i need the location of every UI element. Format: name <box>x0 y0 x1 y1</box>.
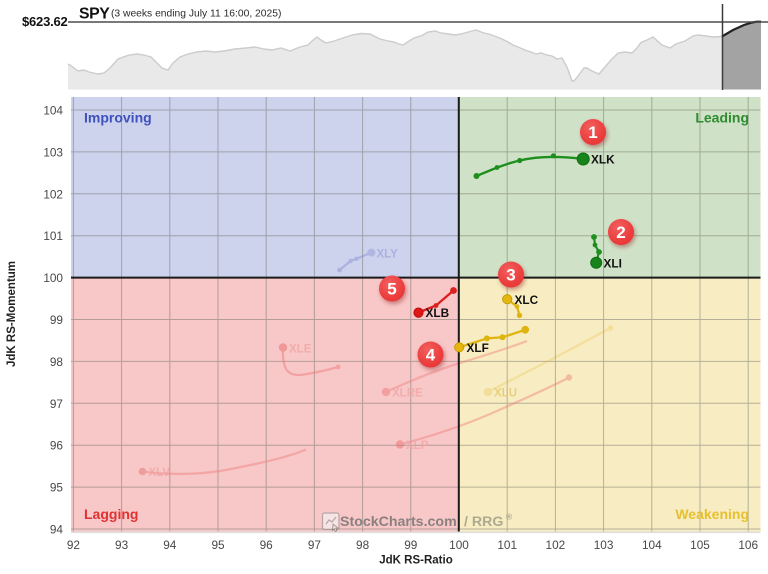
svg-text:XLP: XLP <box>406 440 429 452</box>
svg-text:100: 100 <box>43 271 63 285</box>
svg-text:/ RRG: / RRG <box>464 514 503 530</box>
svg-text:101: 101 <box>497 538 517 552</box>
svg-text:XLC: XLC <box>515 293 539 307</box>
svg-text:104: 104 <box>43 104 63 118</box>
svg-text:98: 98 <box>356 538 370 552</box>
svg-text:92: 92 <box>67 538 80 552</box>
svg-text:JdK RS-Ratio: JdK RS-Ratio <box>379 555 452 567</box>
svg-text:104: 104 <box>642 538 662 552</box>
svg-text:Improving: Improving <box>84 110 152 126</box>
svg-text:95: 95 <box>50 481 64 495</box>
svg-text:XLU: XLU <box>494 388 517 400</box>
svg-text:102: 102 <box>43 187 63 201</box>
svg-text:102: 102 <box>546 538 566 552</box>
svg-text:2: 2 <box>616 223 625 242</box>
svg-text:97: 97 <box>308 538 321 552</box>
svg-text:5: 5 <box>387 279 396 298</box>
svg-text:94: 94 <box>50 523 64 537</box>
svg-text:97: 97 <box>50 397 63 411</box>
svg-text:93: 93 <box>115 538 129 552</box>
svg-text:XLY: XLY <box>377 249 399 261</box>
svg-text:100: 100 <box>449 538 469 552</box>
svg-text:$623.62: $623.62 <box>22 14 68 29</box>
svg-text:XLE: XLE <box>289 344 312 356</box>
svg-text:®: ® <box>506 512 513 522</box>
svg-text:Leading: Leading <box>695 110 749 126</box>
svg-text:(3 weeks ending July 11 16:00,: (3 weeks ending July 11 16:00, 2025) <box>111 9 281 20</box>
svg-text:StockCharts.com: StockCharts.com <box>340 514 457 530</box>
svg-text:96: 96 <box>50 439 64 453</box>
svg-text:103: 103 <box>43 145 63 159</box>
svg-text:3: 3 <box>506 265 515 284</box>
svg-text:98: 98 <box>50 355 64 369</box>
svg-text:96: 96 <box>260 538 274 552</box>
svg-text:101: 101 <box>43 229 63 243</box>
svg-text:XLI: XLI <box>604 257 622 271</box>
svg-text:JdK RS-Momentum: JdK RS-Momentum <box>6 261 18 367</box>
svg-text:XLF: XLF <box>467 341 489 355</box>
svg-text:Lagging: Lagging <box>84 506 138 522</box>
svg-text:106: 106 <box>738 538 758 552</box>
svg-text:SPY: SPY <box>79 6 110 23</box>
svg-text:99: 99 <box>404 538 417 552</box>
svg-text:XLRE: XLRE <box>392 388 423 400</box>
svg-text:103: 103 <box>594 538 614 552</box>
svg-text:4: 4 <box>426 345 436 364</box>
svg-text:99: 99 <box>50 313 63 327</box>
svg-text:94: 94 <box>163 538 177 552</box>
svg-text:XLB: XLB <box>426 306 450 320</box>
svg-text:95: 95 <box>211 538 225 552</box>
svg-text:1: 1 <box>588 123 597 142</box>
svg-text:105: 105 <box>690 538 710 552</box>
svg-text:XLK: XLK <box>591 153 615 167</box>
svg-text:Weakening: Weakening <box>675 506 749 522</box>
svg-text:XLV: XLV <box>149 467 171 479</box>
